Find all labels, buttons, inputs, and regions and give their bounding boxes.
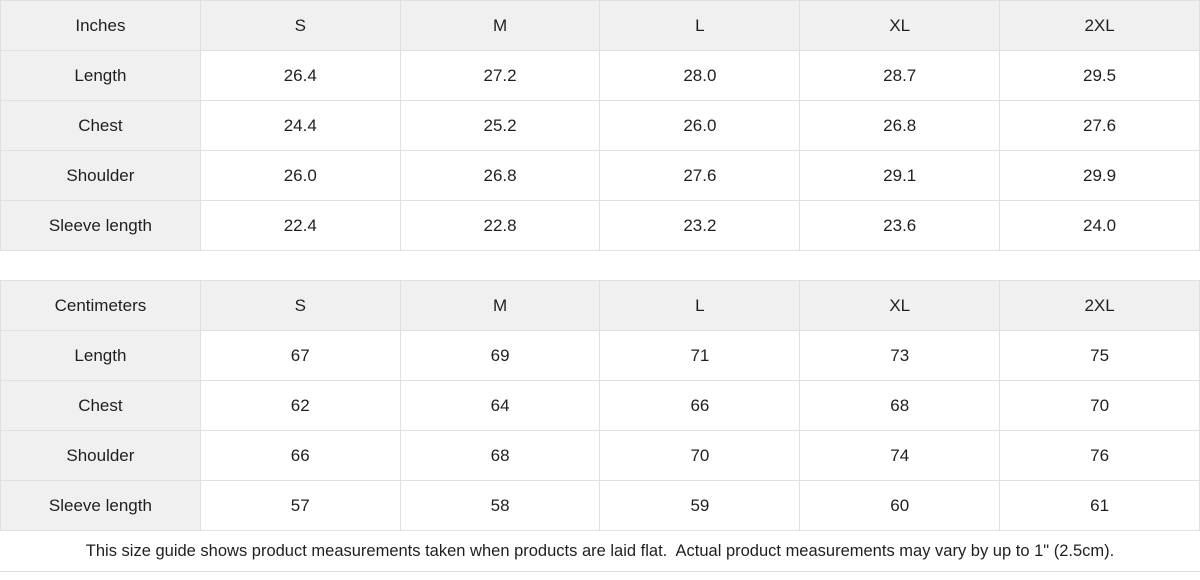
value-cell: 26.4 [199, 50, 401, 101]
value-cell: 68 [799, 380, 1001, 431]
header-row: Centimeters S M L XL 2XL [0, 280, 1200, 331]
size-header-cell: M [399, 280, 601, 331]
value-cell: 24.0 [999, 200, 1200, 251]
value-cell: 75 [999, 330, 1200, 381]
size-header-cell: XL [799, 280, 1001, 331]
value-cell: 62 [199, 380, 401, 431]
row-label-cell: Sleeve length [0, 480, 201, 531]
value-cell: 26.0 [199, 150, 401, 201]
value-cell: 29.1 [799, 150, 1001, 201]
row-label-cell: Shoulder [0, 150, 201, 201]
row-label-cell: Length [0, 50, 201, 101]
unit-header-cell: Centimeters [0, 280, 201, 331]
table-row: Sleeve length 57 58 59 60 61 [0, 480, 1200, 531]
table-row: Sleeve length 22.4 22.8 23.2 23.6 24.0 [0, 200, 1200, 251]
unit-header-cell: Inches [0, 0, 201, 51]
table-row: Shoulder 26.0 26.8 27.6 29.1 29.9 [0, 150, 1200, 201]
size-header-cell: L [599, 280, 801, 331]
size-table-inches: Inches S M L XL 2XL Length 26.4 27.2 28.0 28.7 29.5… [0, 0, 1200, 251]
row-label-cell: Shoulder [0, 430, 201, 481]
value-cell: 29.5 [999, 50, 1200, 101]
value-cell: 22.8 [399, 200, 601, 251]
value-cell: 23.6 [799, 200, 1001, 251]
value-cell: 29.9 [999, 150, 1200, 201]
value-cell: 26.0 [599, 100, 801, 151]
size-header-cell: XL [799, 0, 1001, 51]
value-cell: 26.8 [399, 150, 601, 201]
value-cell: 27.6 [999, 100, 1200, 151]
value-cell: 66 [199, 430, 401, 481]
value-cell: 64 [399, 380, 601, 431]
value-cell: 68 [399, 430, 601, 481]
table-row: Chest 62 64 66 68 70 [0, 380, 1200, 431]
table-row: Length 67 69 71 73 75 [0, 330, 1200, 381]
size-header-cell: M [399, 0, 601, 51]
header-row: Inches S M L XL 2XL [0, 0, 1200, 51]
value-cell: 73 [799, 330, 1001, 381]
size-table-centimeters: Centimeters S M L XL 2XL Length 67 69 71 73 75 Chest… [0, 280, 1200, 531]
value-cell: 28.0 [599, 50, 801, 101]
value-cell: 67 [199, 330, 401, 381]
table-row: Shoulder 66 68 70 74 76 [0, 430, 1200, 481]
value-cell: 74 [799, 430, 1001, 481]
row-label-cell: Sleeve length [0, 200, 201, 251]
value-cell: 70 [999, 380, 1200, 431]
value-cell: 69 [399, 330, 601, 381]
size-header-cell: 2XL [999, 280, 1200, 331]
value-cell: 25.2 [399, 100, 601, 151]
size-guide-note: This size guide shows product measuremen… [0, 531, 1200, 572]
value-cell: 28.7 [799, 50, 1001, 101]
size-header-cell: S [199, 280, 401, 331]
value-cell: 26.8 [799, 100, 1001, 151]
value-cell: 59 [599, 480, 801, 531]
value-cell: 57 [199, 480, 401, 531]
row-label-cell: Chest [0, 100, 201, 151]
size-header-cell: L [599, 0, 801, 51]
value-cell: 70 [599, 430, 801, 481]
value-cell: 22.4 [199, 200, 401, 251]
value-cell: 60 [799, 480, 1001, 531]
row-label-cell: Length [0, 330, 201, 381]
value-cell: 27.6 [599, 150, 801, 201]
row-label-cell: Chest [0, 380, 201, 431]
value-cell: 61 [999, 480, 1200, 531]
value-cell: 76 [999, 430, 1200, 481]
value-cell: 66 [599, 380, 801, 431]
value-cell: 58 [399, 480, 601, 531]
size-header-cell: S [199, 0, 401, 51]
table-row: Length 26.4 27.2 28.0 28.7 29.5 [0, 50, 1200, 101]
value-cell: 27.2 [399, 50, 601, 101]
value-cell: 71 [599, 330, 801, 381]
table-gap [0, 251, 1200, 280]
size-header-cell: 2XL [999, 0, 1200, 51]
value-cell: 24.4 [199, 100, 401, 151]
table-row: Chest 24.4 25.2 26.0 26.8 27.6 [0, 100, 1200, 151]
value-cell: 23.2 [599, 200, 801, 251]
